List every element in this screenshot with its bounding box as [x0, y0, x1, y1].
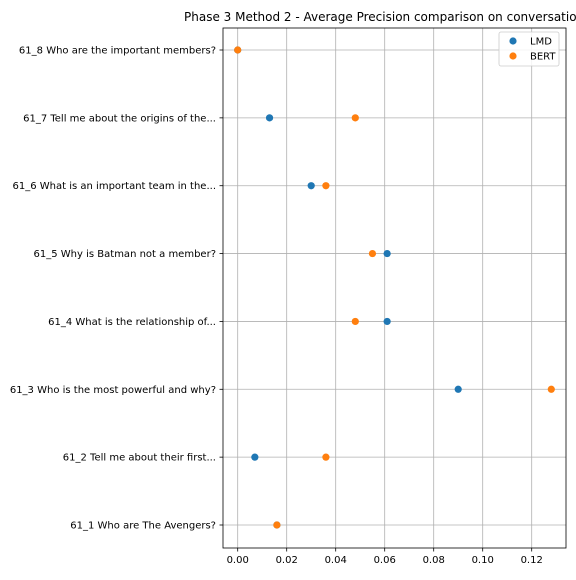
x-tick-label: 0.00: [227, 555, 249, 566]
data-point-bert: [322, 453, 330, 461]
data-point-bert: [547, 385, 555, 393]
x-tick-label: 0.04: [325, 555, 347, 566]
data-point-lmd: [307, 182, 315, 190]
legend-label-bert: BERT: [530, 52, 556, 63]
y-tick-label: 61_4 What is the relationship of...: [48, 317, 216, 328]
y-tick-label: 61_5 Why is Batman not a member?: [34, 249, 216, 260]
x-tick-label: 0.10: [472, 555, 494, 566]
legend-marker-lmd: [509, 37, 517, 45]
y-tick-label: 61_6 What is an important team in the...: [13, 181, 216, 192]
x-axis: 0.00 0.02 0.04 0.06 0.08 0.10 0.12: [227, 548, 543, 566]
data-point-bert: [351, 317, 359, 326]
data-point-lmd: [251, 453, 259, 461]
data-point-bert: [273, 521, 281, 529]
chart-title: Phase 3 Method 2 - Average Precision com…: [184, 10, 576, 24]
y-tick-label: 61_3 Who is the most powerful and why?: [10, 385, 216, 396]
data-point-lmd: [383, 249, 391, 258]
x-tick-label: 0.12: [521, 555, 543, 566]
y-tick-label: 61_8 Who are the important members?: [19, 46, 216, 57]
x-tick-label: 0.06: [374, 555, 396, 566]
plot-frame: [222, 27, 567, 549]
data-point-lmd: [454, 385, 462, 393]
data-point-bert: [234, 46, 242, 54]
data-point-lmd: [265, 114, 274, 122]
grid: [223, 28, 566, 548]
legend-marker-bert: [509, 52, 517, 60]
x-tick-label: 0.08: [423, 555, 445, 566]
y-tick-label: 61_2 Tell me about their first...: [63, 453, 216, 464]
data-point-lmd: [383, 317, 391, 326]
y-tick-label: 61_7 Tell me about the origins of the...: [23, 113, 216, 124]
data-points: [234, 46, 555, 529]
series-bert: [234, 46, 555, 529]
data-point-bert: [322, 182, 330, 190]
y-tick-label: 61_1 Who are The Avengers?: [70, 521, 216, 532]
y-axis: 61_1 Who are The Avengers? 61_2 Tell me a…: [10, 46, 223, 532]
legend-label-lmd: LMD: [530, 37, 552, 48]
x-tick-label: 0.02: [276, 555, 298, 566]
legend: LMD BERT: [498, 31, 560, 67]
data-point-bert: [351, 114, 359, 122]
data-point-bert: [368, 249, 377, 258]
